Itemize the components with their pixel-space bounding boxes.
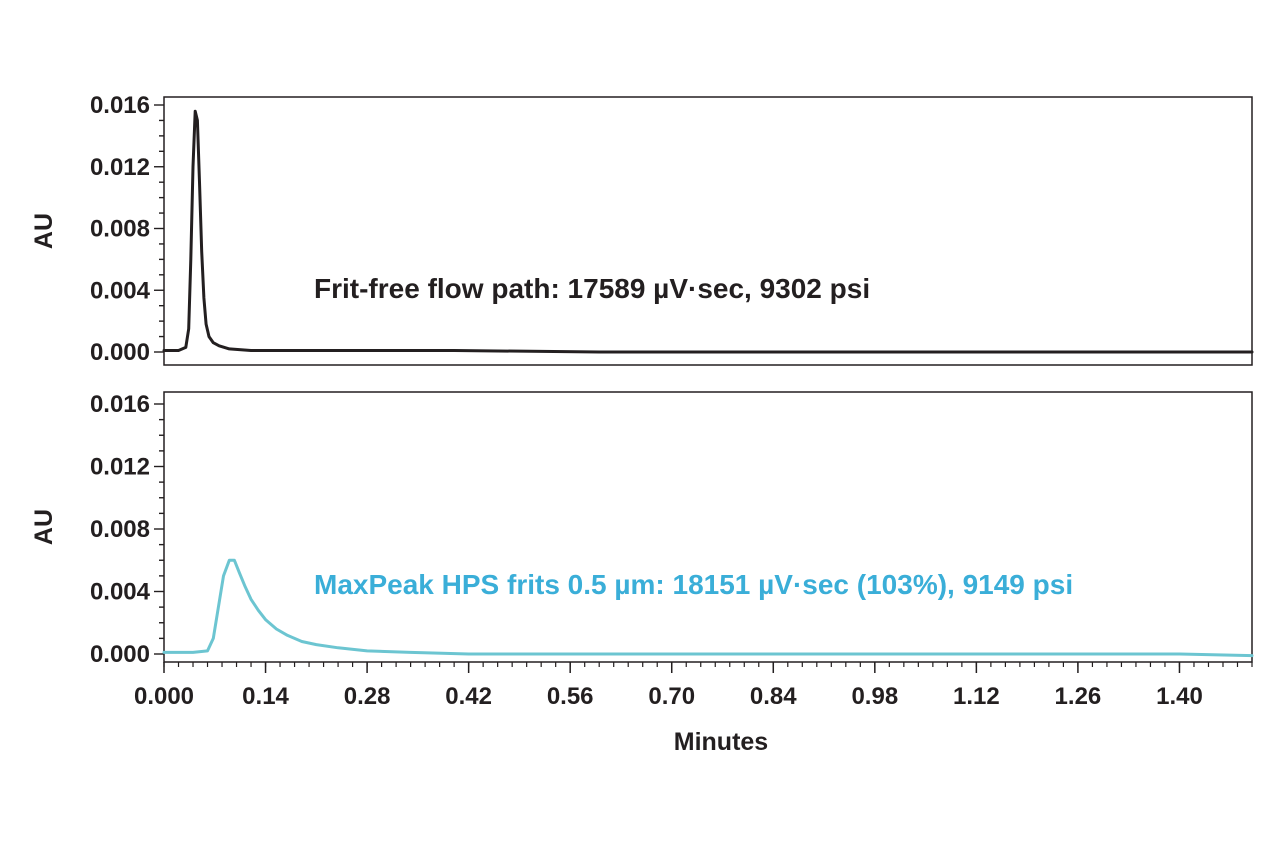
x-tick-label: 0.56 — [547, 683, 594, 710]
x-tick-label: 0.000 — [134, 683, 194, 710]
series-line — [162, 109, 1254, 354]
y-tick-label: 0.012 — [90, 154, 150, 181]
y-tick-label: 0.004 — [90, 579, 151, 606]
y-tick-label: 0.008 — [90, 516, 150, 543]
y-tick-label: 0.004 — [90, 277, 151, 304]
top-trace — [162, 109, 1254, 354]
y-tick-label: 0.012 — [90, 454, 150, 481]
series-line — [162, 558, 1254, 658]
x-tick-label: 1.40 — [1156, 683, 1203, 710]
x-tick-label: 1.26 — [1055, 683, 1102, 710]
x-tick-label: 0.98 — [851, 683, 898, 710]
bottom-annotation: MaxPeak HPS frits 0.5 µm: 18151 µV·sec (… — [314, 569, 1073, 600]
y-tick-label: 0.000 — [90, 339, 150, 366]
x-tick-label: 0.42 — [445, 683, 492, 710]
y-tick-label: 0.016 — [90, 391, 150, 418]
bottom-y-axis: 0.000 0.004 0.008 0.012 0.016 — [90, 391, 164, 668]
x-tick-label: 0.70 — [648, 683, 695, 710]
top-y-axis-title: AU — [30, 213, 58, 249]
bottom-y-axis-title: AU — [30, 509, 58, 545]
y-tick-label: 0.000 — [90, 641, 150, 668]
x-axis-title: Minutes — [674, 728, 768, 756]
top-annotation: Frit-free flow path: 17589 µV·sec, 9302 … — [314, 273, 870, 304]
x-tick-label: 0.84 — [750, 683, 797, 710]
x-tick-label: 0.28 — [344, 683, 391, 710]
y-tick-label: 0.016 — [90, 92, 150, 119]
top-plot-frame — [163, 96, 1253, 366]
y-tick-label: 0.008 — [90, 216, 150, 243]
top-y-axis: 0.000 0.004 0.008 0.012 0.016 — [90, 92, 164, 366]
top-chromatogram-panel: 0.000 0.004 0.008 0.012 0.016 AU Frit-free f… — [30, 92, 1254, 366]
x-tick-label: 1.12 — [953, 683, 1000, 710]
bottom-trace — [162, 558, 1254, 658]
x-axis: 0.000 0.14 0.28 0.42 0.56 0.70 0.84 0.98 1.12 1.2… — [134, 662, 1253, 710]
bottom-plot-frame — [163, 391, 1253, 663]
x-tick-label: 0.14 — [242, 683, 289, 710]
